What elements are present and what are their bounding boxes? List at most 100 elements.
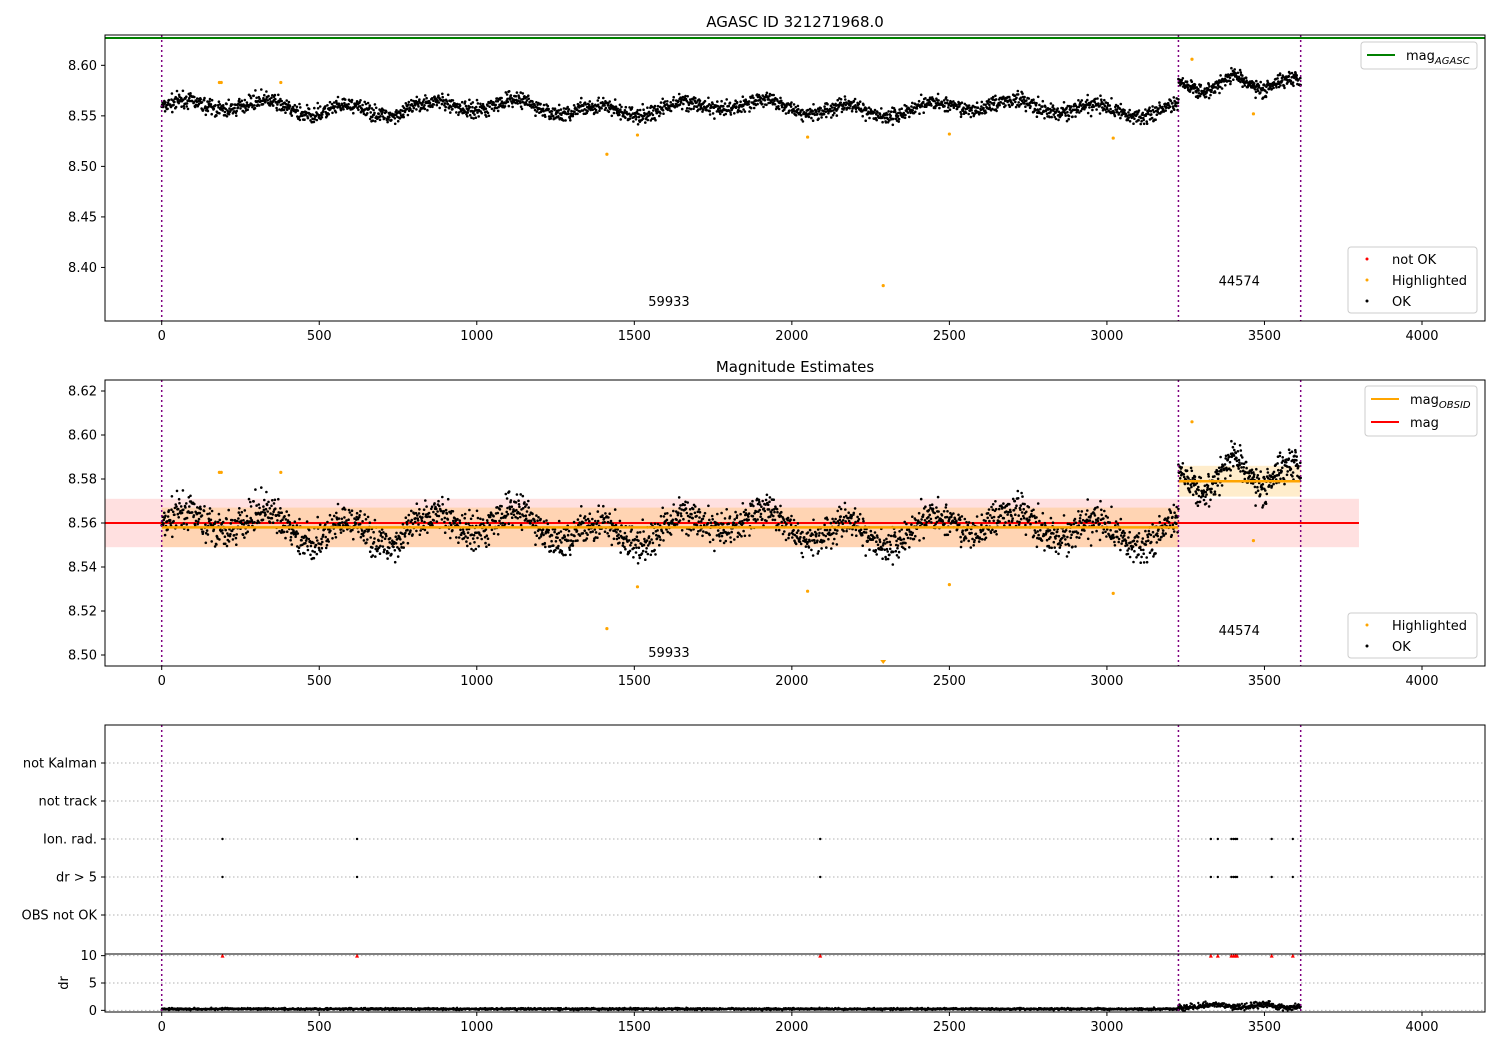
ok-point	[536, 519, 539, 522]
ok-point	[858, 512, 862, 516]
ok-point	[419, 529, 423, 532]
legend-ok-marker	[1365, 299, 1369, 303]
ok-point	[1002, 102, 1006, 105]
ok-point	[406, 107, 409, 111]
ok-point	[788, 532, 791, 535]
ok-point	[648, 540, 652, 544]
ok-point	[547, 107, 550, 111]
ok-point	[702, 530, 705, 533]
ok-point	[202, 509, 206, 513]
ok-point	[313, 117, 317, 121]
ok-point	[661, 97, 664, 101]
agasc-line-legend: magAGASC	[1360, 41, 1478, 70]
ok-point	[1025, 510, 1028, 514]
ok-point	[924, 97, 927, 100]
ok-point	[677, 99, 680, 103]
ok-point	[1064, 114, 1067, 117]
ok-point	[807, 546, 811, 549]
ok-point	[629, 544, 632, 547]
ok-point	[1027, 505, 1031, 509]
ok-point	[414, 511, 418, 515]
ok-point	[786, 516, 790, 520]
ok-point	[452, 519, 455, 523]
ok-point	[315, 536, 318, 539]
ok-point	[199, 505, 202, 509]
ok-point	[967, 112, 970, 116]
ok-point	[218, 103, 222, 106]
ok-point	[852, 511, 856, 515]
ok-point	[716, 512, 719, 516]
ok-point	[666, 108, 669, 112]
ok-point	[428, 515, 432, 519]
ok-point	[1197, 92, 1201, 95]
ok-point	[698, 510, 702, 514]
ok-point	[564, 553, 567, 557]
ok-point	[941, 520, 945, 523]
ok-point	[444, 105, 448, 109]
ok-point	[288, 105, 292, 108]
ok-point	[221, 529, 224, 532]
ok-point	[365, 541, 368, 544]
x-tick-label: 3500	[1248, 329, 1281, 344]
ok-point	[972, 544, 975, 547]
ok-point	[1115, 108, 1119, 111]
ok-point	[162, 522, 165, 525]
ok-point	[1080, 521, 1083, 525]
ok-point	[678, 519, 682, 522]
ok-point	[801, 530, 804, 534]
ok-point	[188, 505, 191, 508]
ok-point	[944, 506, 948, 509]
ok-point	[476, 536, 479, 540]
ok-point	[208, 97, 212, 101]
ok-point	[1014, 506, 1017, 510]
ok-point	[998, 103, 1001, 107]
ok-point	[628, 117, 632, 120]
ok-point	[482, 522, 485, 526]
ok-point	[437, 514, 441, 518]
ok-point	[752, 504, 755, 508]
ok-point	[720, 511, 723, 515]
ok-point	[443, 102, 447, 105]
ok-point	[498, 508, 502, 511]
ok-point	[710, 514, 714, 518]
ok-point	[270, 96, 273, 100]
ok-point	[594, 108, 598, 112]
ok-point	[466, 111, 470, 114]
ok-point	[369, 111, 373, 114]
ok-point	[415, 95, 419, 99]
ok-point	[1049, 102, 1053, 105]
ok-point	[209, 103, 213, 106]
ok-point	[768, 92, 772, 96]
ok-point	[279, 507, 282, 510]
ok-point	[696, 510, 700, 514]
ok-point	[794, 114, 798, 117]
ok-point	[761, 94, 764, 97]
ok-point	[999, 514, 1003, 517]
ok-point	[844, 98, 847, 101]
ok-point	[883, 539, 886, 542]
ok-point	[193, 95, 196, 99]
ok-point	[1117, 111, 1121, 115]
ok-point	[1043, 117, 1046, 120]
ok-point	[669, 533, 673, 536]
ok-point	[403, 535, 407, 538]
ok-point	[199, 507, 202, 511]
ok-point	[394, 542, 398, 545]
ok-point	[476, 102, 480, 105]
ok-point	[480, 111, 484, 115]
ok-point	[207, 105, 210, 109]
ok-point	[1091, 108, 1094, 112]
ok-point	[277, 93, 280, 97]
ok-point	[171, 510, 175, 514]
ok-point	[266, 510, 270, 513]
ok-point	[253, 106, 257, 110]
ok-point	[684, 507, 688, 510]
ok-point	[583, 529, 586, 532]
ok-point	[556, 547, 560, 550]
ok-point	[323, 107, 327, 110]
ok-point	[238, 513, 242, 517]
ok-point	[744, 508, 747, 512]
ok-point	[835, 114, 839, 117]
ok-point	[835, 532, 838, 535]
ok-point	[785, 522, 788, 526]
